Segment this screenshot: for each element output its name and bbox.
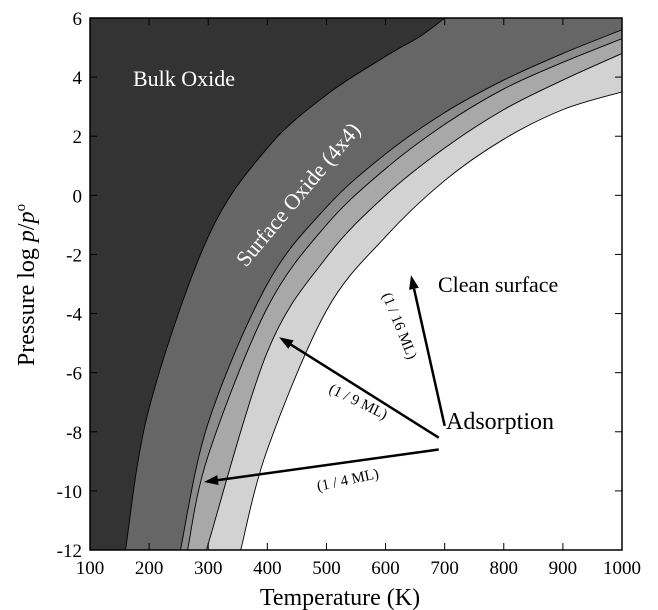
x-tick-label: 500 [312,558,341,579]
x-axis-title: Temperature (K) [260,585,420,610]
arrow-shaft [217,448,439,482]
arrow-head [409,275,419,290]
x-axis: 100 200 300 400 500 600 700 800 900 1000 [76,18,641,579]
y-tick-label: -12 [57,541,82,562]
phase-boundary-line [206,53,622,550]
x-tick-label: 400 [253,558,282,579]
y-tick-label: 4 [73,68,83,89]
adsorption-arrows [204,275,446,486]
phase-boundary-line [240,91,622,550]
phase-boundary-line [180,29,622,550]
x-tick-label: 800 [490,558,519,579]
arrow-head [204,475,219,486]
y-tick-label: 6 [73,9,83,30]
clean-surface-label: Clean surface [438,272,558,297]
region-clean-surface [240,91,622,550]
y-tick-label: -2 [66,245,82,266]
x-tick-label: 900 [549,558,578,579]
phase-boundary-line [125,18,445,550]
y-tick-label: -6 [66,364,82,385]
phase-boundaries [125,18,622,550]
y-tick-label: 0 [73,186,83,207]
y-axis-title: Pressure log p/po [13,204,40,366]
y-tick-label: -4 [66,305,82,326]
x-tick-label: 100 [76,558,105,579]
x-tick-label: 600 [371,558,400,579]
bulk-oxide-label: Bulk Oxide [133,66,235,91]
arrow-head [279,337,294,349]
arrow-shaft [412,288,446,427]
arrow-shaft [290,343,440,439]
phase-regions [90,18,622,550]
y-tick-label: -10 [57,482,82,503]
y-axis: 6 4 2 0 -2 -4 -6 -8 -10 -12 [57,9,622,562]
x-tick-label: 700 [430,558,459,579]
y-tick-label: 2 [73,127,83,148]
x-tick-label: 300 [194,558,223,579]
adsorption-label: Adsorption [446,409,554,435]
plot-frame [89,17,623,551]
x-tick-label: 200 [135,558,164,579]
phase-boundary-line [187,38,622,550]
x-tick-label: 1000 [603,558,641,579]
y-tick-label: -8 [66,423,82,444]
